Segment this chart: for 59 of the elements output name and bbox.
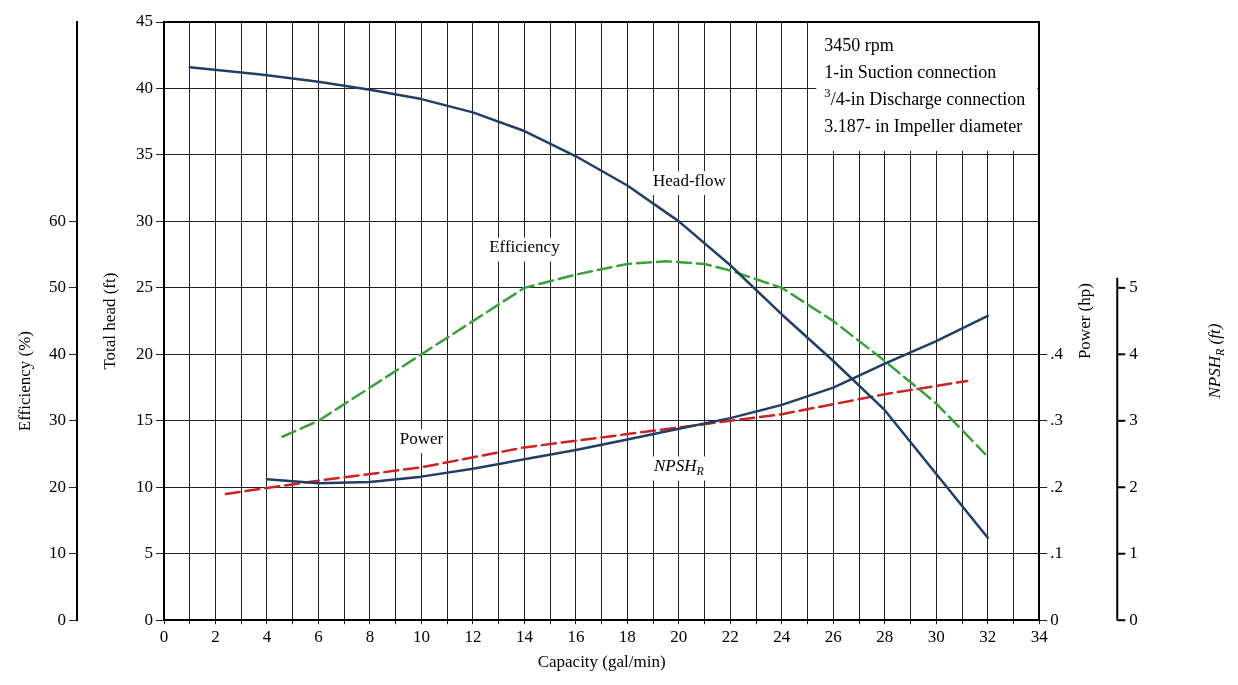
- annotation: 1-in Suction connection: [824, 61, 997, 82]
- y-tick-label: 0: [1129, 609, 1138, 629]
- y2-tick-label: 40: [49, 343, 66, 363]
- y-tick-label: 5: [1129, 277, 1138, 297]
- series-label: Efficiency: [489, 237, 561, 257]
- x-tick-label: 30: [927, 626, 945, 646]
- y-tick-label: 25: [136, 277, 153, 297]
- y2-tick-label: 10: [49, 543, 66, 563]
- x-tick-label: 12: [464, 626, 482, 646]
- y3-tick-label: 0: [1050, 609, 1059, 629]
- x-tick-label: 28: [876, 626, 894, 646]
- y2-tick-label: 30: [49, 410, 66, 430]
- y-tick-label: 45: [136, 11, 153, 31]
- x-tick-label: 8: [365, 626, 375, 646]
- x-tick-label: 32: [979, 626, 997, 646]
- y3-tick-label: .3: [1050, 410, 1063, 430]
- x-tick-label: 0: [159, 626, 169, 646]
- y2-tick-label: 0: [57, 609, 66, 629]
- x-axis-title: Capacity (gal/min): [537, 652, 666, 672]
- x-tick-label: 34: [1030, 626, 1049, 646]
- x-tick-label: 20: [670, 626, 688, 646]
- series-label: Head-flow: [653, 170, 727, 190]
- y3-tick-label: .1: [1050, 543, 1063, 563]
- y-tick-label: 10: [136, 476, 153, 496]
- y-tick-label: 2: [1129, 476, 1138, 496]
- y3-tick-label: .2: [1050, 476, 1063, 496]
- x-tick-label: 18: [618, 626, 636, 646]
- y-tick-label: 4: [1129, 343, 1139, 363]
- y-tick-label: 20: [136, 343, 153, 363]
- x-tick-label: 26: [824, 626, 842, 646]
- annotation: 3450 rpm: [824, 34, 894, 55]
- x-tick-label: 4: [262, 626, 272, 646]
- y-tick-label: 15: [136, 410, 153, 430]
- y-tick-label: 5: [144, 543, 153, 563]
- y-axis-title: Total head (ft): [100, 272, 120, 370]
- line-series: [224, 379, 969, 496]
- y3-tick-label: .4: [1050, 343, 1064, 363]
- x-tick-label: 14: [515, 626, 534, 646]
- x-tick-label: 24: [773, 626, 791, 646]
- y-tick-label: 30: [136, 210, 153, 230]
- y2-axis-title: Efficiency (%): [15, 330, 35, 432]
- annotation: 3.187- in Impeller diameter: [824, 115, 1023, 136]
- y-axis-title: NPSHR (ft): [1205, 323, 1228, 400]
- line-series: [281, 260, 987, 456]
- y-tick-label: 40: [136, 77, 153, 97]
- y-tick-label: 3: [1129, 410, 1138, 430]
- series-label: Power: [399, 428, 444, 448]
- y-tick-label: 0: [144, 609, 153, 629]
- x-tick-label: 16: [567, 626, 585, 646]
- y2-tick-label: 60: [49, 210, 66, 230]
- x-tick-label: 6: [314, 626, 323, 646]
- y2-tick-label: 20: [49, 476, 66, 496]
- y2-tick-label: 50: [49, 277, 66, 297]
- x-tick-label: 22: [721, 626, 739, 646]
- x-tick-label: 2: [211, 626, 220, 646]
- y-tick-label: 1: [1129, 543, 1138, 563]
- y3-axis-title: Power (hp): [1075, 283, 1095, 360]
- y-tick-label: 35: [136, 144, 153, 164]
- x-tick-label: 10: [412, 626, 430, 646]
